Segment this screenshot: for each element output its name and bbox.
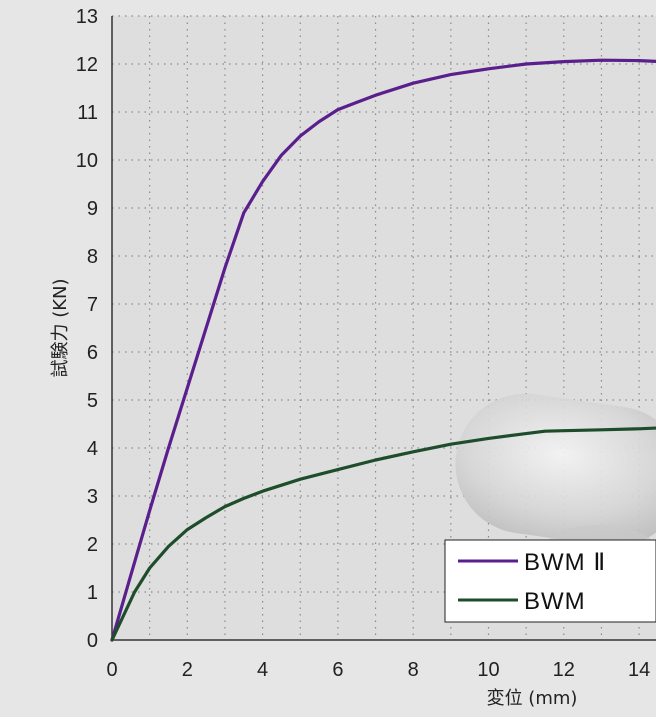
series-line-bwm2 — [110, 58, 656, 642]
y-tick-label-0: 0 — [87, 630, 98, 652]
y-tick-label-13: 13 — [76, 6, 98, 28]
y-tick-label-6: 6 — [87, 342, 98, 364]
y-tick-label-2: 2 — [87, 534, 98, 556]
x-tick-labels: 0 2 4 6 8 10 12 14 — [106, 659, 650, 681]
legend-box — [444, 539, 656, 623]
y-tick-label-10: 10 — [76, 150, 98, 172]
x-tick-label-4: 4 — [257, 659, 268, 681]
x-tick-label-0: 0 — [106, 659, 117, 681]
y-tick-label-12: 12 — [76, 54, 98, 76]
legend: BWM Ⅱ BWM — [444, 539, 656, 623]
series-line-bwm — [110, 426, 656, 642]
x-tick-label-14: 14 — [628, 659, 650, 681]
x-tick-label-12: 12 — [553, 659, 575, 681]
y-tick-label-11: 11 — [77, 102, 98, 124]
y-tick-label-1: 1 — [87, 582, 98, 604]
y-axis-label: 試験力 (KN) — [50, 278, 71, 377]
x-tick-label-2: 2 — [182, 659, 193, 681]
y-tick-label-7: 7 — [87, 294, 98, 316]
x-tick-label-6: 6 — [332, 659, 343, 681]
y-tick-label-8: 8 — [87, 246, 98, 268]
axes — [111, 16, 656, 641]
x-tick-label-8: 8 — [408, 659, 419, 681]
x-axis-label: 変位 (mm) — [487, 688, 578, 709]
legend-label-bwm: BWM — [524, 588, 586, 615]
x-tick-label-10: 10 — [477, 659, 499, 681]
y-tick-label-3: 3 — [87, 486, 98, 508]
product-photo-body — [455, 393, 656, 547]
y-tick-label-5: 5 — [87, 390, 98, 412]
series-lines — [110, 58, 656, 642]
y-tick-label-9: 9 — [87, 198, 98, 220]
legend-label-bwm2: BWM Ⅱ — [524, 549, 606, 576]
grid — [112, 15, 656, 640]
y-tick-label-4: 4 — [87, 438, 98, 460]
